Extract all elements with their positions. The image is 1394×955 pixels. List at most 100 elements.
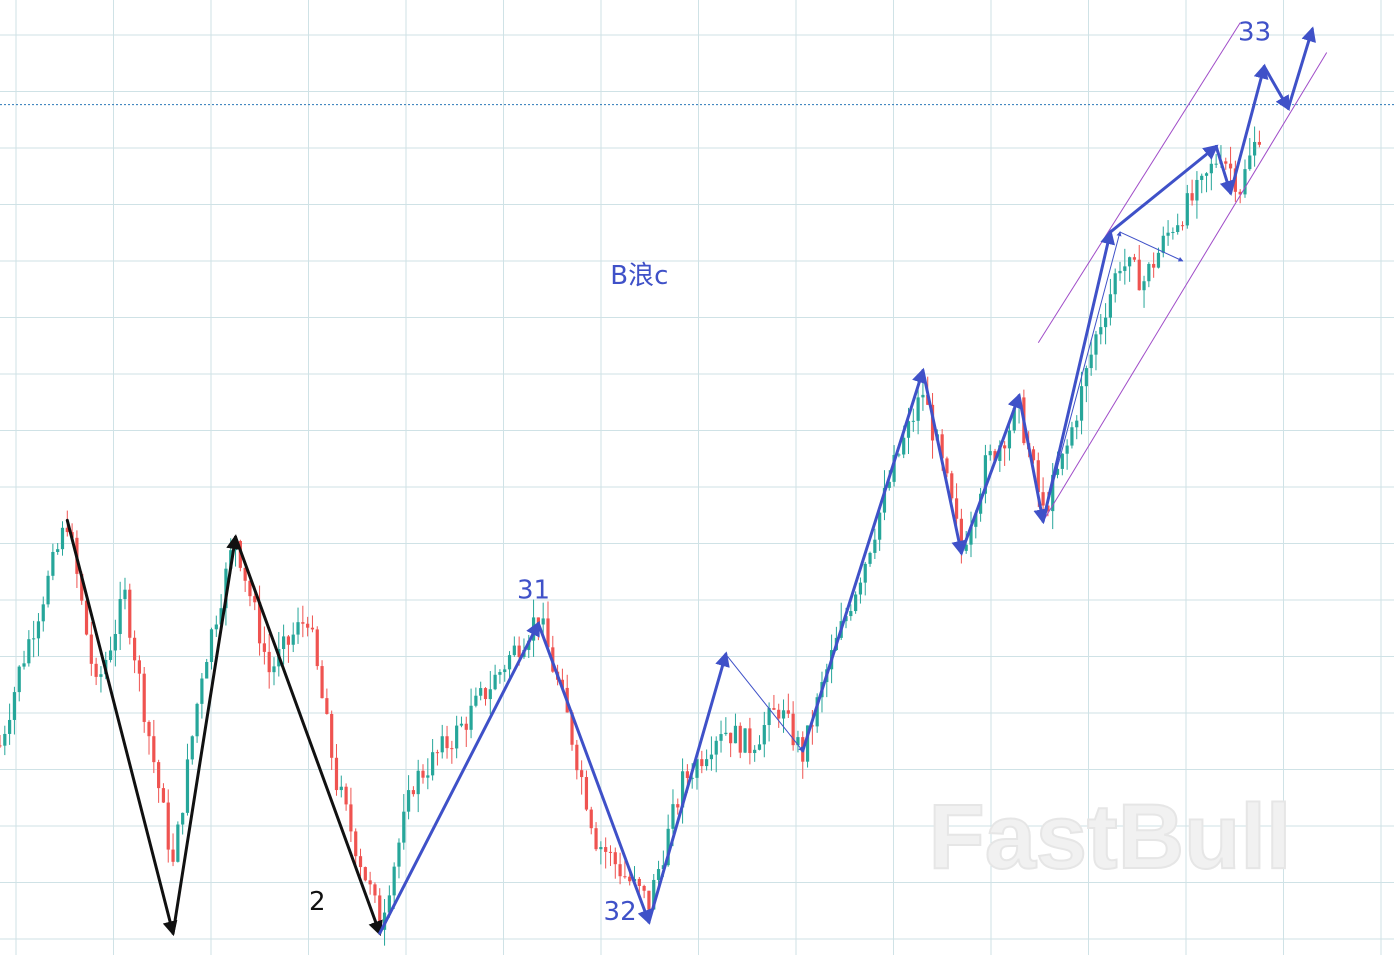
candle-body (426, 775, 430, 778)
candle-body (733, 725, 738, 744)
candle-body (80, 573, 84, 601)
candle-body (599, 847, 603, 850)
candle-body (906, 421, 911, 438)
candle (128, 583, 132, 645)
candle-body (854, 594, 858, 612)
candle-body (887, 481, 891, 488)
candle-body (1238, 191, 1242, 195)
candle (733, 713, 738, 744)
candle-body (1224, 161, 1228, 164)
candle (181, 812, 185, 835)
wave-segment (379, 623, 539, 934)
wave-segment (647, 651, 730, 924)
candle-body (656, 869, 661, 880)
wave-label: 2 (309, 887, 326, 917)
candle (60, 521, 65, 556)
candle (753, 745, 757, 762)
candle (983, 444, 988, 504)
candle (1209, 150, 1213, 191)
candle (397, 838, 401, 879)
candle-body (637, 878, 641, 886)
wave-segment (1286, 26, 1316, 110)
candle (152, 719, 156, 774)
candle-body (748, 728, 752, 754)
wave-segment (1017, 394, 1049, 525)
candle (637, 877, 641, 895)
candle-body (1084, 368, 1088, 387)
candle-body (455, 725, 459, 749)
wave-segment (959, 392, 1022, 555)
candle (1253, 126, 1257, 167)
channel-line (1042, 52, 1328, 522)
candle (498, 669, 502, 684)
candle-body (700, 759, 704, 767)
candle-body (1180, 225, 1185, 227)
candle-body (810, 725, 814, 727)
candle-body (1228, 163, 1233, 169)
candle-body (344, 786, 348, 805)
candle (459, 716, 464, 728)
candle-body (676, 804, 680, 808)
candle (483, 687, 488, 706)
candle (604, 837, 608, 869)
candle-body (753, 749, 757, 754)
candle (358, 848, 363, 877)
candle-body (954, 498, 959, 519)
wave-segment (1108, 144, 1219, 234)
candle (858, 577, 863, 604)
watermark-text: FastBull (929, 786, 1292, 888)
candle-body (479, 688, 483, 696)
candle-body (1185, 193, 1189, 226)
candle (897, 453, 901, 458)
candle (1176, 213, 1180, 235)
candle (99, 666, 103, 693)
candle-body (685, 771, 689, 779)
candle-body (618, 864, 622, 877)
candle-body (1176, 225, 1180, 233)
wave-segment (234, 535, 383, 937)
candle (56, 543, 60, 555)
candle-body (474, 695, 478, 706)
candle (171, 833, 175, 867)
candle-body (652, 879, 656, 910)
candle (1132, 253, 1137, 263)
candle (1195, 171, 1199, 219)
candle (262, 626, 266, 665)
candle-body (267, 651, 271, 673)
candle (416, 759, 420, 813)
candle (580, 760, 584, 795)
candle-body (253, 596, 257, 603)
candle-body (219, 608, 223, 625)
candle (791, 701, 795, 751)
candle (1128, 256, 1132, 282)
candle (1171, 227, 1175, 240)
candle-body (416, 770, 420, 795)
candle (1180, 221, 1185, 231)
candle (1243, 159, 1247, 198)
candle (988, 444, 992, 461)
candle-body (190, 736, 194, 760)
wave-segment (66, 519, 174, 934)
candle-body (1195, 179, 1199, 201)
candle-body (1253, 141, 1257, 156)
candle-body (1065, 445, 1069, 454)
candle-body (950, 473, 954, 499)
candle-body (431, 752, 435, 776)
candle-body (205, 662, 209, 679)
wave-segment (921, 369, 967, 556)
candle-body (185, 759, 190, 813)
candle-body (1099, 327, 1103, 335)
candle-body (1257, 141, 1262, 145)
candle (1185, 184, 1189, 229)
candle-body (1152, 263, 1156, 268)
candle (757, 735, 762, 751)
candle (1257, 130, 1262, 148)
candle (1224, 157, 1228, 170)
candle-body (1036, 460, 1040, 493)
candle (512, 636, 516, 657)
candle (743, 728, 747, 754)
candle-body (1012, 408, 1016, 431)
candle-body (724, 732, 728, 735)
candle (705, 749, 709, 771)
